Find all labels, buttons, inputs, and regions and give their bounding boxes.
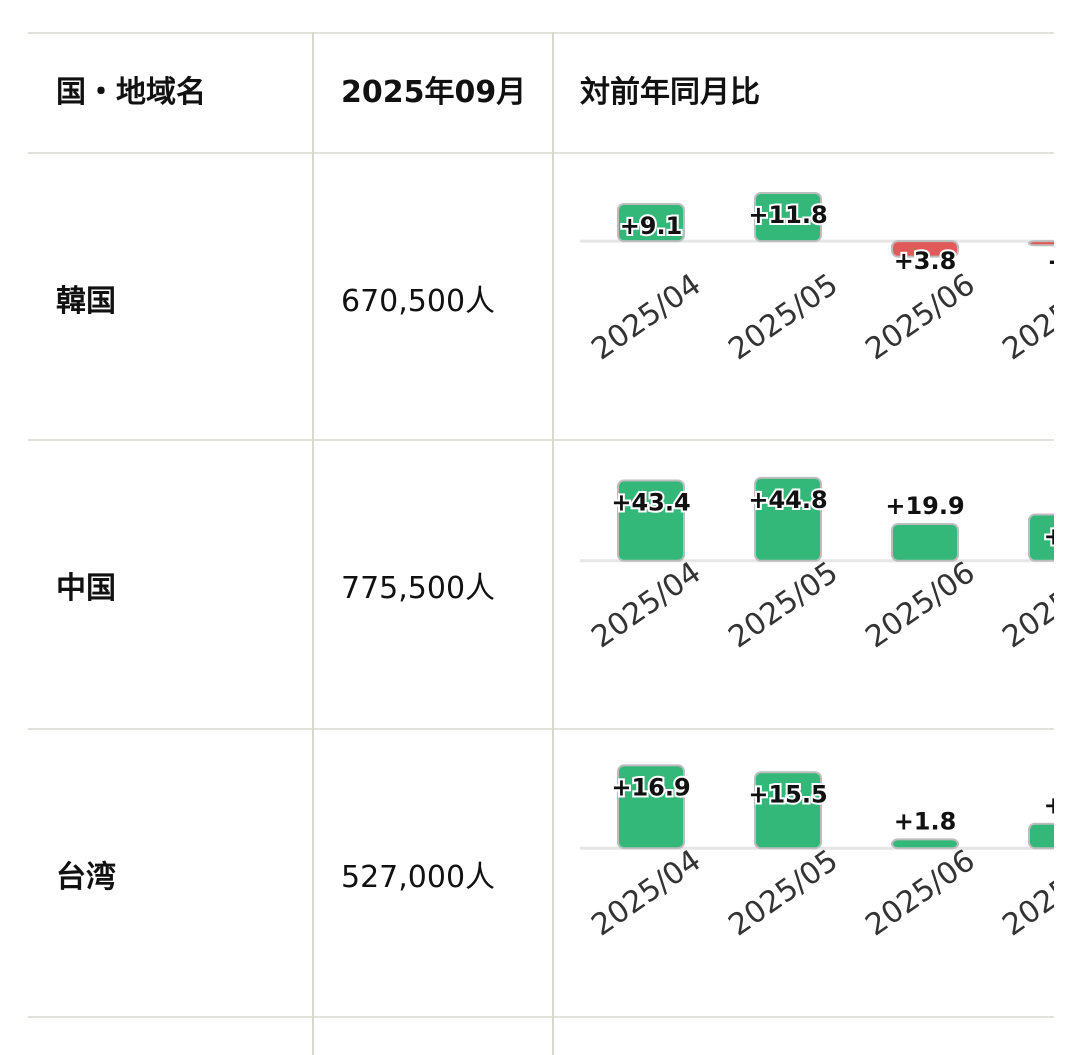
chart-bar xyxy=(617,479,685,562)
yoy-chart-china: +43.4 2025/04 +44.8 2025/05 +19.9 2025/06 +2 20… xyxy=(580,452,1054,692)
chart-data-label: +16.9 xyxy=(611,773,690,801)
chart-category-label: 2025/04 xyxy=(585,267,707,367)
chart-category-label: 2025/07 xyxy=(996,843,1054,943)
column-divider xyxy=(552,32,554,1055)
chart-data-label: +5 xyxy=(1044,792,1054,820)
chart-category-label: 2025/06 xyxy=(859,555,981,655)
header-bottom-border xyxy=(28,152,1054,154)
bar-chart: +43.4 2025/04 +44.8 2025/05 +19.9 2025/06 +2 20… xyxy=(580,476,1054,655)
country-name: 中国 xyxy=(56,571,116,606)
chart-bar xyxy=(754,476,822,562)
chart-data-label: +15.5 xyxy=(748,780,827,808)
header-month: 2025年09月 xyxy=(341,75,527,110)
chart-data-label: +43.4 xyxy=(611,489,690,517)
chart-bar xyxy=(891,838,959,850)
row-divider xyxy=(28,1016,1054,1018)
chart-category-label: 2025/05 xyxy=(722,267,844,367)
table-top-border xyxy=(28,32,1054,34)
chart-category-label: 2025/04 xyxy=(585,555,707,655)
row-divider xyxy=(28,439,1054,441)
row-divider xyxy=(28,728,1054,730)
header-yoy: 対前年同月比 xyxy=(580,75,760,110)
visitor-table: 国・地域名 2025年09月 対前年同月比 韓国 670,500人 +9.1 20… xyxy=(28,32,1054,1055)
chart-bar xyxy=(1028,822,1054,850)
chart-bar xyxy=(891,240,959,258)
visitor-count: 527,000人 xyxy=(341,860,496,895)
chart-category-label: 2025/07 xyxy=(996,267,1054,367)
chart-bar xyxy=(1028,240,1054,247)
bar-chart: +16.9 2025/04 +15.5 2025/05 +1.8 2025/06 +5 202… xyxy=(580,764,1054,943)
chart-category-label: 2025/05 xyxy=(722,843,844,943)
chart-data-label: +1.8 xyxy=(894,807,957,835)
chart-data-label: -1 xyxy=(1049,247,1054,275)
chart-category-label: 2025/07 xyxy=(996,555,1054,655)
country-name: 台湾 xyxy=(56,860,116,895)
chart-bar xyxy=(617,203,685,243)
chart-category-label: 2025/05 xyxy=(722,555,844,655)
country-name: 韓国 xyxy=(56,284,116,319)
chart-bar xyxy=(754,191,822,243)
chart-category-label: 2025/06 xyxy=(859,267,981,367)
chart-data-label: +3.8 xyxy=(894,247,957,275)
header-country: 国・地域名 xyxy=(56,75,206,110)
visitor-count: 775,500人 xyxy=(341,571,496,606)
chart-data-label: +11.8 xyxy=(748,201,827,229)
chart-data-label: +44.8 xyxy=(748,486,827,514)
visitor-count: 670,500人 xyxy=(341,284,496,319)
chart-bar xyxy=(1028,513,1054,562)
chart-data-label: +2 xyxy=(1044,523,1054,551)
chart-data-label: +9.1 xyxy=(620,212,683,240)
chart-data-label: +19.9 xyxy=(885,492,964,520)
chart-bar xyxy=(617,764,685,850)
chart-category-label: 2025/06 xyxy=(859,843,981,943)
chart-bar xyxy=(891,522,959,562)
chart-category-label: 2025/04 xyxy=(585,843,707,943)
yoy-chart-taiwan: +16.9 2025/04 +15.5 2025/05 +1.8 2025/06 +5 202… xyxy=(580,740,1054,980)
chart-bar xyxy=(754,771,822,850)
column-divider xyxy=(312,32,314,1055)
